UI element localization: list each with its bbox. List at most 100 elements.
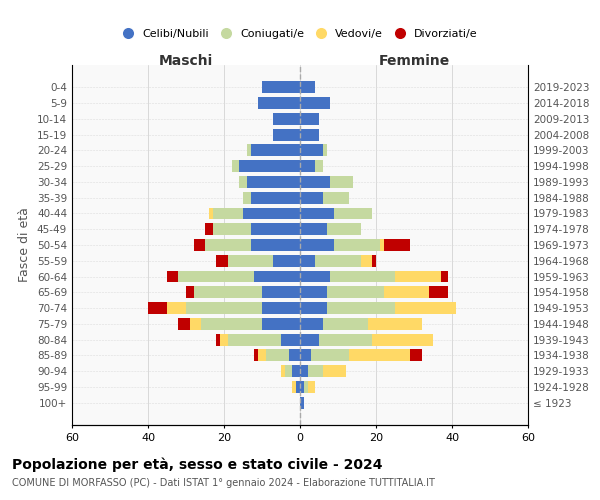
Bar [190, 318, 201, 330]
Bar [334, 208, 372, 220]
Bar [239, 176, 247, 188]
Bar [292, 381, 296, 393]
Bar [274, 128, 300, 140]
Bar [300, 302, 326, 314]
Bar [194, 286, 262, 298]
Y-axis label: Anni di nascita: Anni di nascita [598, 198, 600, 291]
Bar [167, 270, 178, 282]
Bar [300, 82, 315, 93]
Bar [212, 208, 243, 220]
Bar [262, 286, 300, 298]
Bar [251, 192, 300, 203]
Bar [209, 208, 212, 220]
Bar [300, 160, 315, 172]
Bar [300, 381, 304, 393]
Text: COMUNE DI MORFASSO (PC) - Dati ISTAT 1° gennaio 2024 - Elaborazione TUTTITALIA.I: COMUNE DI MORFASSO (PC) - Dati ISTAT 1° … [12, 478, 435, 488]
Bar [285, 366, 292, 377]
Bar [220, 334, 228, 345]
Bar [300, 286, 326, 298]
Bar [319, 334, 372, 345]
Bar [281, 334, 300, 345]
Bar [308, 381, 315, 393]
Bar [311, 350, 349, 362]
Bar [326, 224, 361, 235]
Bar [289, 350, 300, 362]
Bar [334, 239, 380, 251]
Bar [217, 334, 220, 345]
Bar [326, 286, 383, 298]
Bar [251, 239, 300, 251]
Bar [300, 397, 304, 408]
Bar [266, 350, 289, 362]
Bar [274, 113, 300, 124]
Bar [383, 239, 410, 251]
Bar [300, 366, 308, 377]
Bar [148, 302, 167, 314]
Bar [372, 334, 433, 345]
Bar [300, 97, 331, 109]
Bar [300, 255, 315, 266]
Bar [247, 176, 300, 188]
Bar [292, 366, 300, 377]
Bar [258, 97, 300, 109]
Bar [349, 350, 410, 362]
Bar [331, 270, 395, 282]
Bar [251, 224, 300, 235]
Bar [395, 302, 456, 314]
Bar [228, 255, 274, 266]
Bar [304, 381, 308, 393]
Bar [315, 255, 361, 266]
Bar [300, 270, 331, 282]
Bar [410, 350, 422, 362]
Bar [380, 239, 383, 251]
Bar [258, 350, 266, 362]
Bar [201, 318, 262, 330]
Bar [300, 239, 334, 251]
Text: Femmine: Femmine [379, 54, 449, 68]
Bar [300, 128, 319, 140]
Bar [281, 366, 285, 377]
Bar [243, 192, 251, 203]
Bar [186, 286, 194, 298]
Bar [323, 366, 346, 377]
Bar [186, 302, 262, 314]
Bar [262, 302, 300, 314]
Bar [300, 334, 319, 345]
Bar [300, 350, 311, 362]
Bar [315, 160, 323, 172]
Bar [167, 302, 186, 314]
Bar [429, 286, 448, 298]
Bar [395, 270, 440, 282]
Bar [308, 366, 323, 377]
Bar [300, 318, 323, 330]
Bar [205, 224, 212, 235]
Bar [247, 144, 251, 156]
Text: Popolazione per età, sesso e stato civile - 2024: Popolazione per età, sesso e stato civil… [12, 458, 383, 472]
Bar [212, 224, 251, 235]
Bar [254, 270, 300, 282]
Legend: Celibi/Nubili, Coniugati/e, Vedovi/e, Divorziati/e: Celibi/Nubili, Coniugati/e, Vedovi/e, Di… [118, 24, 482, 44]
Bar [300, 176, 331, 188]
Bar [254, 350, 258, 362]
Bar [228, 334, 281, 345]
Bar [331, 176, 353, 188]
Bar [194, 239, 205, 251]
Bar [243, 208, 300, 220]
Bar [232, 160, 239, 172]
Bar [205, 239, 251, 251]
Bar [368, 318, 422, 330]
Bar [300, 192, 323, 203]
Text: Maschi: Maschi [159, 54, 213, 68]
Bar [300, 208, 334, 220]
Bar [440, 270, 448, 282]
Bar [262, 82, 300, 93]
Bar [300, 224, 326, 235]
Bar [300, 113, 319, 124]
Bar [239, 160, 300, 172]
Y-axis label: Fasce di età: Fasce di età [19, 208, 31, 282]
Bar [178, 318, 190, 330]
Bar [383, 286, 429, 298]
Bar [323, 192, 349, 203]
Bar [361, 255, 372, 266]
Bar [178, 270, 254, 282]
